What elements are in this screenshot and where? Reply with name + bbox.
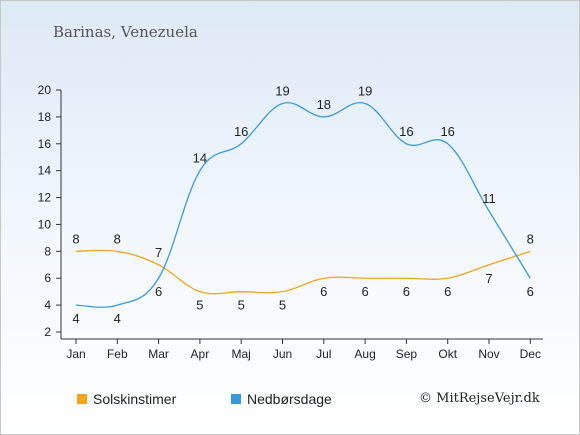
data-label: 6 (155, 284, 162, 299)
data-label: 5 (196, 298, 203, 313)
data-label: 11 (482, 191, 496, 206)
legend-label-nedborsdage: Nedbørsdage (247, 391, 332, 407)
x-tick-label: Nov (478, 347, 499, 361)
data-label: 4 (72, 311, 79, 326)
data-label: 16 (234, 124, 248, 139)
data-label: 8 (72, 231, 79, 246)
legend-label-solskinstimer: Solskinstimer (93, 391, 177, 407)
data-label: 19 (358, 83, 372, 98)
legend-swatch-solskinstimer (77, 394, 87, 404)
series-line-solskinstimer (75, 249, 531, 295)
credit-text: © MitRejseVejr.dk (419, 391, 540, 406)
y-tick-label: 6 (44, 271, 51, 285)
y-tick-label: 18 (38, 110, 52, 124)
data-label: 6 (444, 284, 451, 299)
x-tick-label: Apr (191, 347, 210, 361)
data-label: 14 (193, 151, 207, 166)
y-tick-label: 14 (38, 164, 52, 178)
x-tick-label: Okt (438, 347, 457, 361)
y-tick-label: 20 (38, 83, 52, 97)
data-labels: 8 8 7 5 5 5 6 6 6 6 7 8 4 4 6 14 16 19 18 19 16 16 11 6 (72, 83, 534, 326)
legend-item-nedborsdage: Nedbørsdage (231, 391, 332, 407)
x-tick-label: Feb (107, 347, 128, 361)
data-label: 6 (361, 284, 368, 299)
data-label: 16 (440, 124, 454, 139)
y-tick-label: 12 (38, 191, 52, 205)
x-tick-label: Jun (273, 347, 292, 361)
x-tick-label: Sep (396, 347, 418, 361)
data-label: 6 (403, 284, 410, 299)
data-label: 8 (114, 231, 121, 246)
x-tick-label: Dec (520, 347, 541, 361)
data-label: 7 (155, 245, 162, 260)
data-label: 19 (275, 83, 289, 98)
data-label: 5 (279, 298, 286, 313)
y-tick-label: 8 (44, 244, 51, 258)
data-label: 6 (320, 284, 327, 299)
y-tick-label: 4 (44, 298, 51, 312)
y-tick-label: 2 (44, 325, 51, 339)
y-tick-label: 10 (38, 217, 52, 231)
data-label: 16 (399, 124, 413, 139)
data-label: 5 (238, 298, 245, 313)
legend-item-solskinstimer: Solskinstimer (77, 391, 176, 407)
x-tick-label: Jul (316, 347, 331, 361)
data-label: 4 (114, 311, 121, 326)
y-tick-label: 16 (38, 137, 52, 151)
data-label: 6 (527, 284, 534, 299)
x-tick-label: Jan (66, 347, 85, 361)
x-tick-label: Maj (232, 347, 251, 361)
x-tick-label: Aug (354, 347, 375, 361)
series-line-nedborsdage (75, 101, 531, 308)
data-label: 7 (485, 271, 492, 286)
x-tick-label: Mar (148, 347, 169, 361)
series-lines (75, 101, 531, 308)
data-label: 8 (527, 231, 534, 246)
legend-swatch-nedborsdage (231, 394, 241, 404)
data-label: 18 (317, 97, 331, 112)
axes: 2 4 6 8 10 12 14 16 18 20 Jan Feb Mar Apr Maj Jun Jul Aug… (38, 83, 543, 361)
chart-title: Barinas, Venezuela (53, 23, 198, 41)
